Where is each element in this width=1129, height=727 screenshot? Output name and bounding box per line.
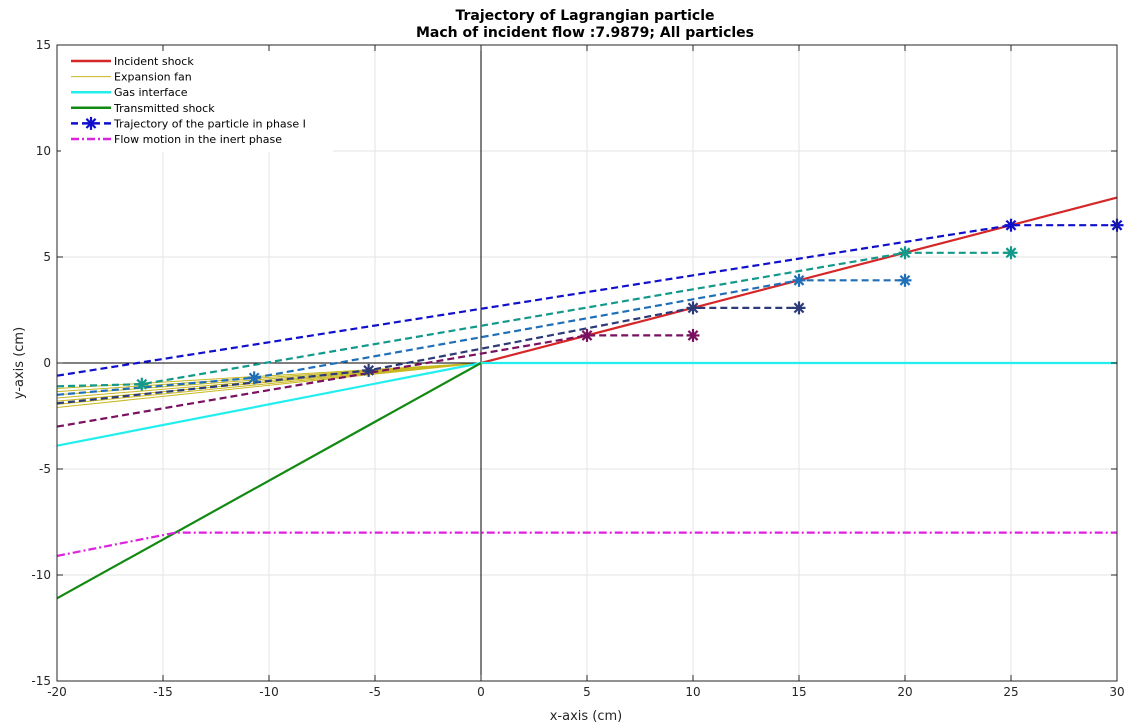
expansion-fan-ray bbox=[56, 362, 482, 409]
expansion-fan-ray bbox=[56, 362, 482, 393]
particle-marker bbox=[362, 363, 376, 377]
y-tick-label: 0 bbox=[43, 356, 51, 370]
legend-label: Flow motion in the inert phase bbox=[114, 133, 282, 146]
particle-marker bbox=[792, 273, 806, 287]
y-tick-label: 15 bbox=[36, 38, 51, 52]
legend-label: Transmitted shock bbox=[113, 102, 215, 115]
particle-marker bbox=[1004, 246, 1018, 260]
series-line bbox=[56, 531, 1117, 557]
legend-label: Expansion fan bbox=[114, 71, 192, 84]
particle-trajectory-line bbox=[56, 224, 1117, 377]
legend-label: Incident shock bbox=[114, 55, 194, 68]
particle-marker bbox=[792, 301, 806, 315]
legend-marker bbox=[84, 116, 98, 130]
x-tick-label: 20 bbox=[897, 685, 912, 699]
x-tick-label: 0 bbox=[477, 685, 485, 699]
particle-marker bbox=[686, 301, 700, 315]
legend: Incident shock Expansion fan Gas interface… bbox=[61, 51, 333, 152]
particle-marker bbox=[1004, 218, 1018, 232]
y-tick-label: -5 bbox=[39, 462, 51, 476]
y-tick-label: -15 bbox=[31, 674, 51, 688]
x-tick-label: 30 bbox=[1109, 685, 1124, 699]
particle-trajectory-line bbox=[56, 334, 693, 428]
x-tick-label: 15 bbox=[791, 685, 806, 699]
x-axis-ticks: -20 -15 -10 -5 0 5 10 15 20 25 30 bbox=[47, 45, 1125, 699]
particle-trajectories bbox=[56, 218, 1124, 428]
x-tick-label: 25 bbox=[1003, 685, 1018, 699]
particle-marker bbox=[247, 371, 261, 385]
y-axis-ticks: -15 -10 -5 0 5 10 15 bbox=[31, 38, 1117, 688]
chart-title-line-2: Mach of incident flow :7.9879; All parti… bbox=[416, 25, 754, 41]
legend-label: Gas interface bbox=[114, 86, 188, 99]
y-tick-label: 5 bbox=[43, 250, 51, 264]
x-tick-label: -10 bbox=[259, 685, 279, 699]
x-tick-label: -20 bbox=[47, 685, 67, 699]
particle-marker bbox=[898, 273, 912, 287]
legend-box bbox=[61, 51, 333, 152]
particle-marker bbox=[135, 377, 149, 391]
particle-marker bbox=[686, 328, 700, 342]
expansion-fan-ray bbox=[56, 362, 482, 405]
x-tick-label: 10 bbox=[685, 685, 700, 699]
x-tick-label: -15 bbox=[153, 685, 173, 699]
particle-trajectory-line bbox=[56, 306, 799, 405]
particle-marker bbox=[580, 328, 594, 342]
y-axis-label: y-axis (cm) bbox=[12, 327, 27, 399]
particle-trajectory-line bbox=[56, 279, 905, 396]
legend-label: Trajectory of the particle in phase I bbox=[113, 117, 306, 130]
x-tick-label: 5 bbox=[583, 685, 591, 699]
x-axis-label: x-axis (cm) bbox=[550, 709, 623, 724]
series-line bbox=[56, 362, 482, 600]
particle-marker bbox=[898, 246, 912, 260]
y-tick-label: -10 bbox=[31, 568, 51, 582]
chart-title-line-1: Trajectory of Lagrangian particle bbox=[455, 8, 714, 24]
x-tick-label: -5 bbox=[369, 685, 381, 699]
y-tick-label: 10 bbox=[36, 144, 51, 158]
